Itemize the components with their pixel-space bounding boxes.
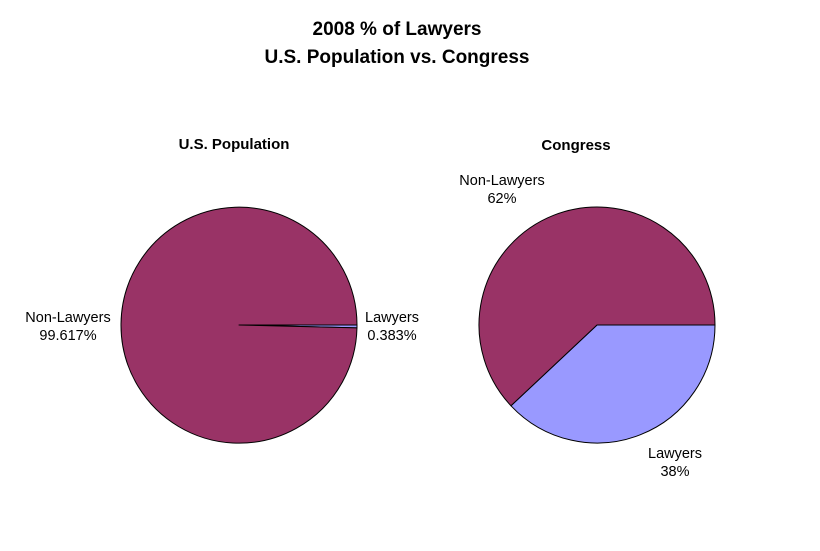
slice-label-us-population-lawyers: Lawyers 0.383% [365,310,419,344]
slice-label-name: Non-Lawyers [459,173,544,189]
chart-title-line-2: U.S. Population vs. Congress [264,47,530,68]
slice-label-value: 99.617% [39,328,96,344]
slice-label-congress-non-lawyers: Non-Lawyers 62% [459,173,544,207]
slice-label-us-population-non-lawyers: Non-Lawyers 99.617% [25,310,110,344]
slice-label-value: 38% [660,464,689,480]
slice-label-value: 62% [487,191,516,207]
pie-slice-us-population-non-lawyers [120,206,358,444]
slice-label-name: Lawyers [648,446,702,462]
pie-title-congress: Congress [541,137,611,154]
slice-label-name: Non-Lawyers [25,310,110,326]
chart-title-line-1: 2008 % of Lawyers [312,19,482,40]
pie-slice-congress-non-lawyers [478,206,716,407]
pie-title-us-population: U.S. Population [178,136,290,153]
slice-label-name: Lawyers [365,310,419,326]
pie-slice-congress-lawyers [510,324,716,444]
slice-label-value: 0.383% [367,328,416,344]
slice-label-congress-lawyers: Lawyers 38% [648,446,702,480]
